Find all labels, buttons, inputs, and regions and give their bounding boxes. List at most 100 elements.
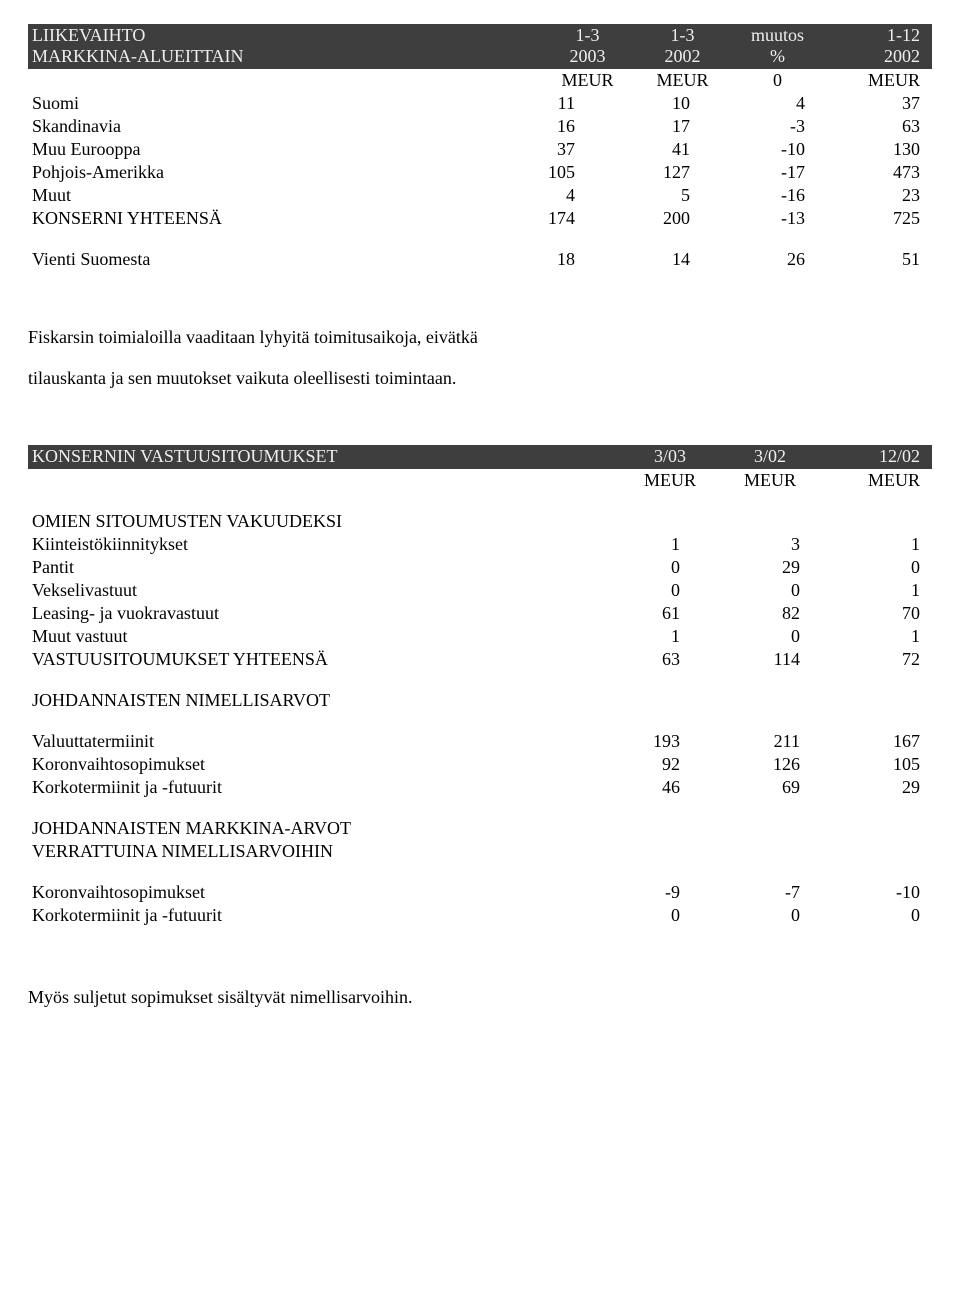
row-val: 92 bbox=[580, 754, 700, 775]
row-val: 63 bbox=[580, 649, 700, 670]
table-row: Muut vastuut 1 0 1 bbox=[28, 625, 932, 648]
section1-title: OMIEN SITOUMUSTEN VAKUUDEKSI bbox=[28, 510, 932, 533]
row-val: 1 bbox=[820, 580, 928, 601]
row-val: 5 bbox=[595, 185, 710, 206]
table1-u-c5: MEUR bbox=[825, 70, 928, 91]
row-val: 0 bbox=[700, 580, 820, 601]
row-val: 211 bbox=[700, 731, 820, 752]
row-val: 11 bbox=[480, 93, 595, 114]
row-val: 0 bbox=[580, 905, 700, 926]
row-val: 105 bbox=[480, 162, 595, 183]
row-val: 72 bbox=[820, 649, 928, 670]
row-val: 193 bbox=[580, 731, 700, 752]
paragraph-line2: tilauskanta ja sen muutokset vaikuta ole… bbox=[28, 368, 932, 389]
row-val: 0 bbox=[820, 557, 928, 578]
row-val: 46 bbox=[580, 777, 700, 798]
row-val: 200 bbox=[595, 208, 710, 229]
table1-header-bar: LIIKEVAIHTO 1-3 1-3 muutos 1-12 MARKKINA… bbox=[28, 24, 932, 69]
row-label: Valuuttatermiinit bbox=[32, 731, 580, 752]
section3-title2: VERRATTUINA NIMELLISARVOIHIN bbox=[28, 840, 932, 863]
row-val: 37 bbox=[825, 93, 928, 114]
table1-h-c3a: 1-3 bbox=[635, 25, 730, 46]
row-val: 0 bbox=[700, 626, 820, 647]
table-row: Muut 4 5 -16 23 bbox=[28, 184, 932, 207]
row-val: 0 bbox=[580, 580, 700, 601]
row-val: 29 bbox=[820, 777, 928, 798]
table2-h-c4: 12/02 bbox=[820, 446, 928, 467]
row-val: 4 bbox=[480, 185, 595, 206]
table1-subtitle: MARKKINA-ALUEITTAIN bbox=[32, 46, 540, 67]
table-row: Koronvaihtosopimukset 92 126 105 bbox=[28, 753, 932, 776]
row-label: Muut vastuut bbox=[32, 626, 580, 647]
section2-title: JOHDANNAISTEN NIMELLISARVOT bbox=[28, 689, 932, 712]
row-label: Vekselivastuut bbox=[32, 580, 580, 601]
row-val: 26 bbox=[710, 249, 825, 270]
table1-h-c3b: 2002 bbox=[635, 46, 730, 67]
row-val: 126 bbox=[700, 754, 820, 775]
row-val: 1 bbox=[820, 626, 928, 647]
row-val: 23 bbox=[825, 185, 928, 206]
row-label: Leasing- ja vuokravastuut bbox=[32, 603, 580, 624]
row-val: 127 bbox=[595, 162, 710, 183]
row-val: 10 bbox=[595, 93, 710, 114]
row-val: 16 bbox=[480, 116, 595, 137]
row-val: 3 bbox=[700, 534, 820, 555]
table1-h-c2a: 1-3 bbox=[540, 25, 635, 46]
table-row: Vekselivastuut 0 0 1 bbox=[28, 579, 932, 602]
row-val: 1 bbox=[580, 626, 700, 647]
table-row: Pantit 0 29 0 bbox=[28, 556, 932, 579]
table2-u-c3: MEUR bbox=[720, 470, 820, 491]
row-label: Skandinavia bbox=[32, 116, 480, 137]
row-val: 70 bbox=[820, 603, 928, 624]
row-label: KONSERNI YHTEENSÄ bbox=[32, 208, 480, 229]
footnote: Myös suljetut sopimukset sisältyvät nime… bbox=[28, 987, 932, 1008]
row-label: Korkotermiinit ja -futuurit bbox=[32, 777, 580, 798]
row-val: 29 bbox=[700, 557, 820, 578]
row-val: 130 bbox=[825, 139, 928, 160]
row-val: 4 bbox=[710, 93, 825, 114]
row-label: VASTUUSITOUMUKSET YHTEENSÄ bbox=[32, 649, 580, 670]
row-label: Koronvaihtosopimukset bbox=[32, 882, 580, 903]
row-val: 114 bbox=[700, 649, 820, 670]
table1-export-row: Vienti Suomesta 18 14 26 51 bbox=[28, 248, 932, 271]
row-val: 0 bbox=[820, 905, 928, 926]
row-val: -10 bbox=[820, 882, 928, 903]
row-val: -9 bbox=[580, 882, 700, 903]
table2-header-bar: KONSERNIN VASTUUSITOUMUKSET 3/03 3/02 12… bbox=[28, 445, 932, 469]
row-val: -16 bbox=[710, 185, 825, 206]
table2-h-c3: 3/02 bbox=[720, 446, 820, 467]
row-val: 174 bbox=[480, 208, 595, 229]
row-label: Korkotermiinit ja -futuurit bbox=[32, 905, 580, 926]
row-label: Pantit bbox=[32, 557, 580, 578]
row-val: 69 bbox=[700, 777, 820, 798]
row-val: 725 bbox=[825, 208, 928, 229]
row-val: 63 bbox=[825, 116, 928, 137]
row-val: 51 bbox=[825, 249, 928, 270]
row-val: 0 bbox=[580, 557, 700, 578]
row-label: Vienti Suomesta bbox=[32, 249, 480, 270]
table1-title: LIIKEVAIHTO bbox=[32, 25, 540, 46]
table1-units-row: MEUR MEUR 0 MEUR bbox=[28, 69, 932, 92]
row-val: 18 bbox=[480, 249, 595, 270]
table1-h-c4a: muutos bbox=[730, 25, 825, 46]
table-row: Koronvaihtosopimukset -9 -7 -10 bbox=[28, 881, 932, 904]
section3-title1: JOHDANNAISTEN MARKKINA-ARVOT bbox=[28, 817, 932, 840]
row-val: 0 bbox=[700, 905, 820, 926]
table-row: Skandinavia 16 17 -3 63 bbox=[28, 115, 932, 138]
table2-u-c2: MEUR bbox=[620, 470, 720, 491]
table2-h-c2: 3/03 bbox=[620, 446, 720, 467]
table1-h-c5a: 1-12 bbox=[825, 25, 928, 46]
row-val: 1 bbox=[820, 534, 928, 555]
table1-u-c4: 0 bbox=[730, 70, 825, 91]
table1-h-c2b: 2003 bbox=[540, 46, 635, 67]
row-val: 14 bbox=[595, 249, 710, 270]
table-row: Korkotermiinit ja -futuurit 46 69 29 bbox=[28, 776, 932, 799]
row-label: Pohjois-Amerikka bbox=[32, 162, 480, 183]
table-row-total: KONSERNI YHTEENSÄ 174 200 -13 725 bbox=[28, 207, 932, 230]
row-label: Kiinteistökiinnitykset bbox=[32, 534, 580, 555]
row-val: -17 bbox=[710, 162, 825, 183]
table-row-total: VASTUUSITOUMUKSET YHTEENSÄ 63 114 72 bbox=[28, 648, 932, 671]
table2-title: KONSERNIN VASTUUSITOUMUKSET bbox=[32, 446, 620, 467]
table1-h-c5b: 2002 bbox=[825, 46, 928, 67]
row-label: Koronvaihtosopimukset bbox=[32, 754, 580, 775]
